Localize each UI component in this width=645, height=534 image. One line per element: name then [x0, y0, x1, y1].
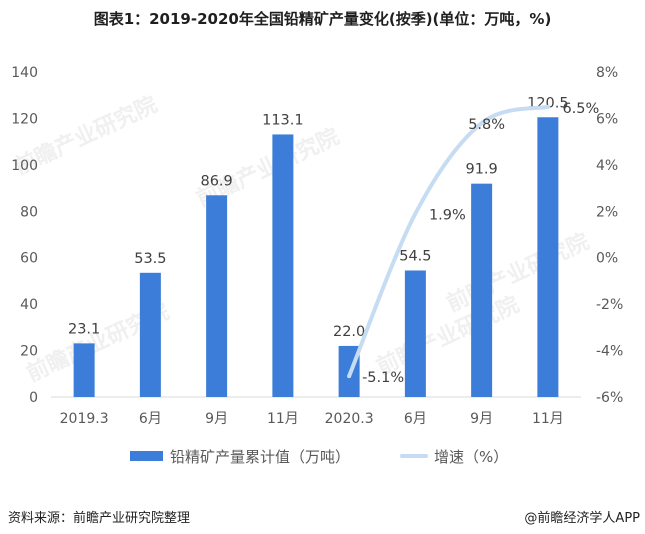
growth-point-6 — [479, 121, 484, 126]
growth-value-label-4: -5.1% — [362, 370, 404, 386]
bar-1 — [139, 272, 161, 397]
growth-point-4 — [347, 374, 352, 379]
bar-value-label-3: 113.1 — [262, 112, 304, 128]
bar-3 — [272, 134, 294, 398]
legend-swatch-line — [400, 454, 428, 458]
x-tick-label-3: 11月 — [267, 411, 299, 427]
y2-tick-label-4: 2% — [596, 204, 618, 220]
legend-swatch-bar — [130, 451, 163, 461]
bar-0 — [73, 343, 95, 397]
legend-label-bar: 铅精矿产量累计值（万吨） — [170, 448, 351, 466]
y-tick-label-1: 20 — [20, 344, 38, 360]
bar-2 — [206, 195, 228, 397]
bar-value-label-4: 22.0 — [333, 324, 365, 340]
y-tick-label-2: 40 — [20, 297, 38, 313]
growth-point-5 — [413, 211, 418, 216]
y2-tick-label-5: 4% — [596, 158, 618, 174]
bar-5 — [404, 270, 426, 397]
y2-tick-label-3: 0% — [596, 251, 618, 267]
brand-credit: @前瞻经济学人APP — [524, 511, 640, 526]
chart-plot: 0 20 40 60 80 100 120 140 -6% -4% -2% 0% 2% 4% 6% 8% 201… — [11, 65, 623, 427]
bar-value-label-5: 54.5 — [399, 248, 431, 264]
bar-7 — [537, 117, 559, 398]
x-tick-label-2: 9月 — [205, 411, 228, 427]
y-tick-label-7: 140 — [11, 65, 38, 81]
y-tick-label-0: 0 — [29, 390, 38, 406]
chart-title: 图表1：2019-2020年全国铅精矿产量变化(按季)(单位：万吨，%) — [93, 10, 552, 28]
growth-value-label-7: 6.5% — [562, 101, 599, 117]
x-tick-label-7: 11月 — [532, 411, 564, 427]
bar-value-label-6: 91.9 — [465, 162, 497, 178]
bar-value-label-0: 23.1 — [68, 321, 100, 337]
y2-tick-label-2: -2% — [596, 297, 623, 313]
bar-6 — [471, 183, 493, 397]
bar-value-label-2: 86.9 — [200, 173, 232, 189]
growth-point-7 — [545, 104, 550, 109]
y2-tick-label-1: -4% — [596, 344, 623, 360]
y2-tick-label-7: 8% — [596, 65, 618, 81]
x-tick-label-0: 2019.3 — [60, 411, 109, 427]
x-tick-label-1: 6月 — [139, 411, 162, 427]
growth-line — [347, 104, 550, 379]
source-note: 资料来源：前瞻产业研究院整理 — [8, 511, 191, 526]
legend-label-line: 增速（%） — [434, 448, 509, 466]
x-tick-label-4: 2020.3 — [325, 411, 374, 427]
bar-value-label-1: 53.5 — [134, 251, 166, 267]
growth-value-label-5: 1.9% — [429, 208, 466, 224]
y-tick-label-6: 120 — [11, 111, 38, 127]
y-tick-label-5: 100 — [11, 158, 38, 174]
x-tick-label-6: 9月 — [470, 411, 493, 427]
growth-value-label-6: 5.8% — [468, 117, 505, 133]
y-tick-label-3: 60 — [20, 251, 38, 267]
y2-tick-label-6: 6% — [596, 111, 618, 127]
x-tick-label-5: 6月 — [404, 411, 427, 427]
y2-tick-label-0: -6% — [596, 390, 623, 406]
y-tick-label-4: 80 — [20, 204, 38, 220]
